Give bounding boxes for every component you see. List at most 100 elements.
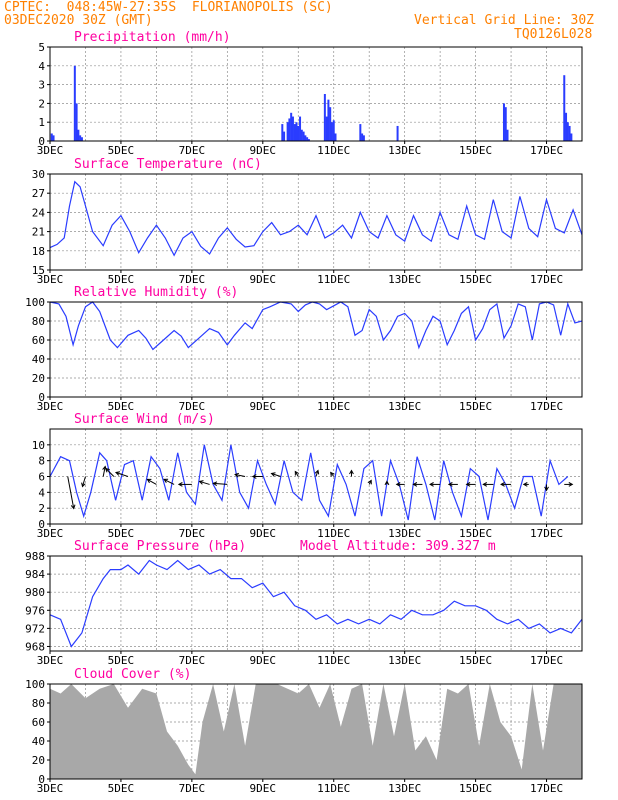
precip-bar <box>570 133 573 141</box>
precip-bar <box>283 131 286 141</box>
y-tick-label: 0 <box>38 773 45 786</box>
x-tick-label: 13DEC <box>388 527 421 540</box>
header-grid-note: Vertical Grid Line: 30Z <box>414 13 595 28</box>
wind-vector-head <box>482 482 488 487</box>
precip-bar <box>50 133 53 141</box>
precip-bar <box>75 103 78 141</box>
header-line1: CPTEC: 048:45W-27:35S FLORIANOPOLIS (SC) <box>4 0 333 15</box>
precip-bar <box>330 122 333 141</box>
wind-vector-head <box>349 469 354 475</box>
y-tick-label: 1 <box>38 116 45 129</box>
y-tick-label: 968 <box>25 640 45 653</box>
x-tick-label: 15DEC <box>459 527 492 540</box>
y-tick-label: 2 <box>38 502 45 515</box>
precip-bar <box>307 139 310 141</box>
y-tick-label: 24 <box>32 206 46 219</box>
y-tick-label: 30 <box>32 168 45 181</box>
precip-bar <box>568 125 571 141</box>
wind-vector-head <box>447 482 453 487</box>
panel-frame <box>49 46 583 142</box>
wind-vector-head <box>163 478 169 483</box>
precip-bar <box>566 122 569 141</box>
y-tick-label: 0 <box>38 518 45 531</box>
x-tick-label: 9DEC <box>250 273 277 286</box>
x-tick-label: 11DEC <box>317 782 350 795</box>
precip-bar <box>334 133 337 141</box>
wind-vector-head <box>114 471 121 476</box>
panel-title: Precipitation (mm/h) <box>74 30 231 45</box>
x-tick-label: 7DEC <box>179 144 206 157</box>
precip-bar <box>327 99 330 141</box>
precip-bar <box>502 103 505 141</box>
wind-vector-head <box>70 504 76 510</box>
x-tick-label: 3DEC <box>37 144 64 157</box>
x-tick-label: 9DEC <box>250 400 277 413</box>
precip-bar <box>293 124 296 141</box>
panel-title: Surface Wind (m/s) <box>74 412 215 427</box>
precip-bar <box>325 116 328 141</box>
wind-vector-head <box>412 482 418 487</box>
panel-annotation: Model Altitude: 309.327 m <box>300 539 496 554</box>
y-tick-label: 8 <box>38 455 45 468</box>
precip-bar <box>77 129 80 141</box>
wind-vector-head <box>395 482 401 487</box>
precip-bar <box>295 122 298 141</box>
wind-vector <box>115 472 129 477</box>
y-tick-label: 80 <box>32 315 45 328</box>
y-tick-label: 5 <box>38 41 45 54</box>
wind-vector <box>102 466 106 477</box>
y-tick-label: 21 <box>32 226 45 239</box>
y-tick-label: 3 <box>38 79 45 92</box>
wind-vector-head <box>522 482 528 487</box>
panel-frame <box>49 683 583 780</box>
precip-bar <box>286 122 289 141</box>
precip-bar <box>73 65 76 141</box>
x-tick-label: 15DEC <box>459 273 492 286</box>
y-tick-label: 80 <box>32 697 45 710</box>
wind-vector <box>81 476 86 487</box>
wind-vector-head <box>568 482 574 487</box>
header-model-code: TQ0126L028 <box>514 27 593 42</box>
wind-vector <box>234 474 246 477</box>
x-tick-label: 3DEC <box>37 400 64 413</box>
y-tick-label: 100 <box>25 678 45 691</box>
x-tick-label: 9DEC <box>250 782 277 795</box>
wind-vector-head <box>251 474 257 479</box>
precip-bar <box>290 112 293 141</box>
x-tick-label: 7DEC <box>179 400 206 413</box>
precip-bar <box>563 75 566 141</box>
wind-vector-head <box>500 482 505 487</box>
precip-bar <box>506 129 509 141</box>
wind-vector-head <box>81 482 86 488</box>
x-tick-label: 11DEC <box>317 400 350 413</box>
precip-bar <box>79 135 82 141</box>
wind-vector <box>199 480 210 485</box>
precip-bar <box>396 125 399 141</box>
precip-bar <box>306 137 309 141</box>
precip-bar <box>291 116 294 141</box>
header-date: 03DEC2020 30Z (GMT) <box>4 13 153 28</box>
y-tick-label: 60 <box>32 716 45 729</box>
y-tick-label: 10 <box>32 439 45 452</box>
x-tick-label: 3DEC <box>37 273 64 286</box>
y-tick-label: 40 <box>32 735 45 748</box>
precip-bar <box>332 120 335 141</box>
y-tick-label: 20 <box>32 372 45 385</box>
x-tick-label: 13DEC <box>388 144 421 157</box>
wind-vector-head <box>429 482 434 487</box>
wind-vector-head <box>270 472 276 477</box>
wind-vector-head <box>384 480 390 486</box>
y-tick-label: 4 <box>38 60 45 73</box>
x-tick-label: 17DEC <box>530 654 563 667</box>
y-tick-label: 20 <box>32 754 45 767</box>
x-tick-label: 15DEC <box>459 400 492 413</box>
x-tick-label: 3DEC <box>37 527 64 540</box>
panel-frame <box>49 173 583 271</box>
y-tick-label: 100 <box>25 296 45 309</box>
precip-bar <box>329 107 332 141</box>
series-line <box>49 444 569 521</box>
precip-bar <box>361 133 364 141</box>
y-tick-label: 6 <box>38 471 45 484</box>
x-tick-label: 11DEC <box>317 273 350 286</box>
